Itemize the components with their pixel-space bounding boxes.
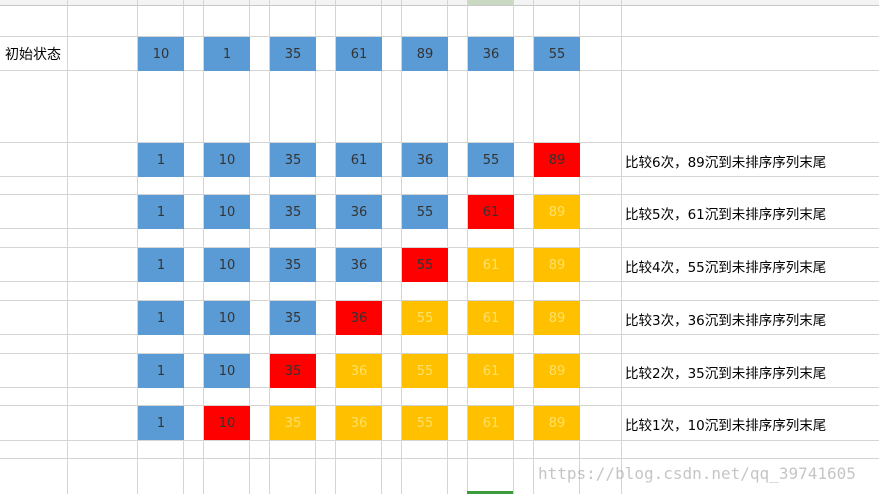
value-cell-unsorted: 1 <box>138 354 184 388</box>
value-cell-unsorted: 35 <box>270 195 316 229</box>
grid-row-line <box>0 247 879 248</box>
value-cell-sorted: 89 <box>534 195 580 229</box>
value-cell-sorted: 55 <box>402 354 448 388</box>
value-cell-unsorted: 61 <box>336 143 382 177</box>
value-cell-unsorted: 55 <box>534 37 580 71</box>
value-cell-sinking: 89 <box>534 143 580 177</box>
value-cell-unsorted: 35 <box>270 248 316 282</box>
grid-row-line <box>0 300 879 301</box>
grid-row-line <box>0 194 879 195</box>
pass-note: 比较1次，10沉到未排序序列末尾 <box>625 418 827 434</box>
value-cell-sorted: 61 <box>468 301 514 335</box>
value-cell-sorted: 61 <box>468 406 514 440</box>
initial-state-label: 初始状态 <box>5 47 61 63</box>
pass-note: 比较3次，36沉到未排序序列末尾 <box>625 313 827 329</box>
value-cell-sorted: 55 <box>402 301 448 335</box>
watermark: https://blog.csdn.net/qq_39741605 <box>538 464 856 483</box>
grid-row-line <box>0 458 879 459</box>
pass-note: 比较4次，55沉到未排序序列末尾 <box>625 260 827 276</box>
value-cell-sinking: 35 <box>270 354 316 388</box>
value-cell-sinking: 10 <box>204 406 250 440</box>
value-cell-unsorted: 36 <box>468 37 514 71</box>
grid-row-line <box>0 405 879 406</box>
value-cell-unsorted: 36 <box>336 195 382 229</box>
grid-row-line <box>0 440 879 441</box>
pass-note: 比较5次，61沉到未排序序列末尾 <box>625 207 827 223</box>
value-cell-unsorted: 55 <box>402 195 448 229</box>
value-cell-unsorted: 36 <box>402 143 448 177</box>
value-cell-sorted: 89 <box>534 354 580 388</box>
pass-note: 比较2次，35沉到未排序序列末尾 <box>625 366 827 382</box>
grid-row-line <box>0 142 879 143</box>
value-cell-sorted: 35 <box>270 406 316 440</box>
value-cell-sinking: 55 <box>402 248 448 282</box>
grid-row-line <box>0 353 879 354</box>
value-cell-unsorted: 36 <box>336 248 382 282</box>
value-cell-unsorted: 10 <box>204 143 250 177</box>
value-cell-sorted: 36 <box>336 406 382 440</box>
value-cell-unsorted: 10 <box>204 301 250 335</box>
value-cell-sinking: 61 <box>468 195 514 229</box>
value-cell-unsorted: 55 <box>468 143 514 177</box>
value-cell-unsorted: 10 <box>204 354 250 388</box>
value-cell-unsorted: 1 <box>138 248 184 282</box>
value-cell-unsorted: 10 <box>138 37 184 71</box>
value-cell-unsorted: 1 <box>138 406 184 440</box>
value-cell-unsorted: 1 <box>138 143 184 177</box>
value-cell-sorted: 89 <box>534 248 580 282</box>
value-cell-unsorted: 10 <box>204 248 250 282</box>
pass-note: 比较6次，89沉到未排序序列末尾 <box>625 155 827 171</box>
value-cell-unsorted: 35 <box>270 301 316 335</box>
active-column-indicator <box>467 491 513 494</box>
value-cell-unsorted: 35 <box>270 143 316 177</box>
value-cell-sorted: 36 <box>336 354 382 388</box>
grid-row-line <box>0 36 879 37</box>
value-cell-unsorted: 1 <box>138 301 184 335</box>
value-cell-sorted: 89 <box>534 301 580 335</box>
active-column-header <box>467 0 513 5</box>
value-cell-unsorted: 1 <box>138 195 184 229</box>
value-cell-sorted: 55 <box>402 406 448 440</box>
value-cell-unsorted: 61 <box>336 37 382 71</box>
value-cell-sorted: 89 <box>534 406 580 440</box>
value-cell-unsorted: 10 <box>204 195 250 229</box>
value-cell-unsorted: 1 <box>204 37 250 71</box>
column-header-strip <box>0 0 879 6</box>
value-cell-sinking: 36 <box>336 301 382 335</box>
value-cell-sorted: 61 <box>468 354 514 388</box>
value-cell-sorted: 61 <box>468 248 514 282</box>
value-cell-unsorted: 89 <box>402 37 448 71</box>
value-cell-unsorted: 35 <box>270 37 316 71</box>
